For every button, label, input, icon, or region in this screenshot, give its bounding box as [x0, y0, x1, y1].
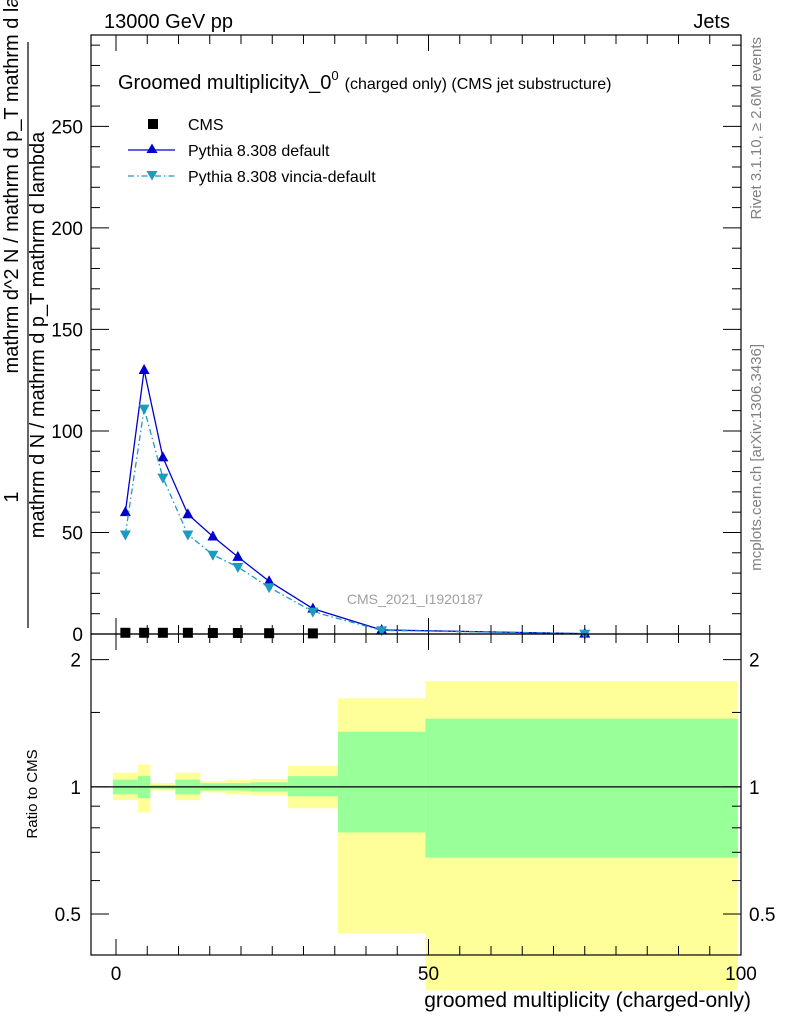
pythia-vincia-point [119, 530, 131, 541]
ratio-plot-frame [90, 633, 742, 956]
y-tick-label: 50 [62, 523, 83, 544]
cms-data-point [182, 627, 193, 638]
series-line-2 [124, 408, 585, 635]
pythia-default-point [207, 530, 219, 541]
ratio-y-tick-label-left: 1 [70, 778, 81, 799]
ratio-y-tick-label-right: 1 [749, 778, 760, 799]
legend-label-cms: CMS [188, 117, 224, 134]
plot-title-small: (charged only) (CMS jet substructure) [345, 76, 612, 93]
ratio-y-tick-label-left: 2 [70, 651, 81, 672]
x-tick-label: 100 [725, 964, 757, 985]
plot-title-superscript: 0 [331, 68, 338, 83]
ratio-y-tick-label-right: 2 [749, 651, 760, 672]
pythia-vincia-point [138, 404, 150, 415]
plot-title-main: Groomed multiplicityλ_0 [118, 72, 331, 94]
ratio-band-inner-7 [287, 776, 338, 797]
cms-data-point [139, 627, 150, 638]
y-tick-label: 200 [51, 219, 83, 240]
ratio-plot: 0 50 100 0.5 0.5 1 1 2 2 [55, 633, 775, 991]
x-tick-label: 0 [111, 964, 122, 985]
y-tick-label: 100 [51, 422, 83, 443]
pythia-default-point [138, 364, 150, 375]
rivet-version-label: Rivet 3.1.10, ≥ 2.6M events [748, 37, 765, 220]
y-tick-label: 250 [51, 117, 83, 138]
pythia-vincia-point [157, 473, 169, 484]
pythia-vincia-point [207, 550, 219, 561]
legend-label-pythia-default: Pythia 8.308 default [188, 143, 330, 160]
header-jets-label: Jets [693, 11, 730, 33]
legend-marker-pythia-default [146, 143, 158, 153]
ratio-y-axis-label: Ratio to CMS [24, 749, 41, 838]
legend: CMS Pythia 8.308 default Pythia 8.308 vi… [128, 117, 376, 186]
y-tick-label: 0 [72, 625, 83, 646]
pythia-vincia-point [182, 530, 194, 541]
analysis-watermark: CMS_2021_I1920187 [347, 591, 483, 607]
pythia-vincia-point [263, 583, 275, 594]
plot-title: Groomed multiplicityλ_00 (charged only) (… [118, 68, 611, 94]
legend-marker-cms [148, 119, 158, 129]
cms-data-point [232, 627, 243, 638]
pythia-default-point [182, 508, 194, 519]
ratio-y-tick-label-right: 0.5 [749, 905, 775, 926]
ratio-y-tick-label-left: 0.5 [55, 905, 81, 926]
pythia-vincia-point [376, 626, 388, 637]
y-axis-label-denominator: mathrm d N / mathrm d p_T mathrm d lambd… [27, 131, 49, 538]
pythia-default-point [263, 575, 275, 586]
pythia-vincia-point [232, 562, 244, 573]
pythia-default-point [119, 506, 131, 517]
pythia-default-point [232, 550, 244, 561]
cms-data-point [207, 627, 218, 638]
ratio-band-inner-9 [425, 718, 738, 858]
x-axis-label: groomed multiplicity (charged-only) [424, 989, 751, 1012]
cms-data-point [264, 628, 275, 639]
mcplots-label: mcplots.cern.ch [arXiv:1306.3436] [748, 344, 765, 571]
series-line-1 [124, 369, 585, 635]
pythia-default-point [157, 451, 169, 462]
header-energy-label: 13000 GeV pp [104, 11, 233, 33]
x-tick-label: 50 [418, 964, 439, 985]
legend-marker-pythia-vincia [146, 171, 158, 181]
y-axis-label-numerator: 1 [1, 491, 23, 502]
cms-data-point [157, 627, 168, 638]
pythia-vincia-point [307, 607, 319, 618]
y-tick-label: 150 [51, 320, 83, 341]
legend-label-pythia-vincia: Pythia 8.308 vincia-default [188, 169, 376, 186]
ratio-band-inner-8 [337, 731, 426, 833]
cms-data-point [307, 628, 318, 639]
cms-data-point [120, 627, 131, 638]
y-axis-label-right: mathrm d^2 N / mathrm d p_T mathrm d lam… [1, 0, 23, 373]
